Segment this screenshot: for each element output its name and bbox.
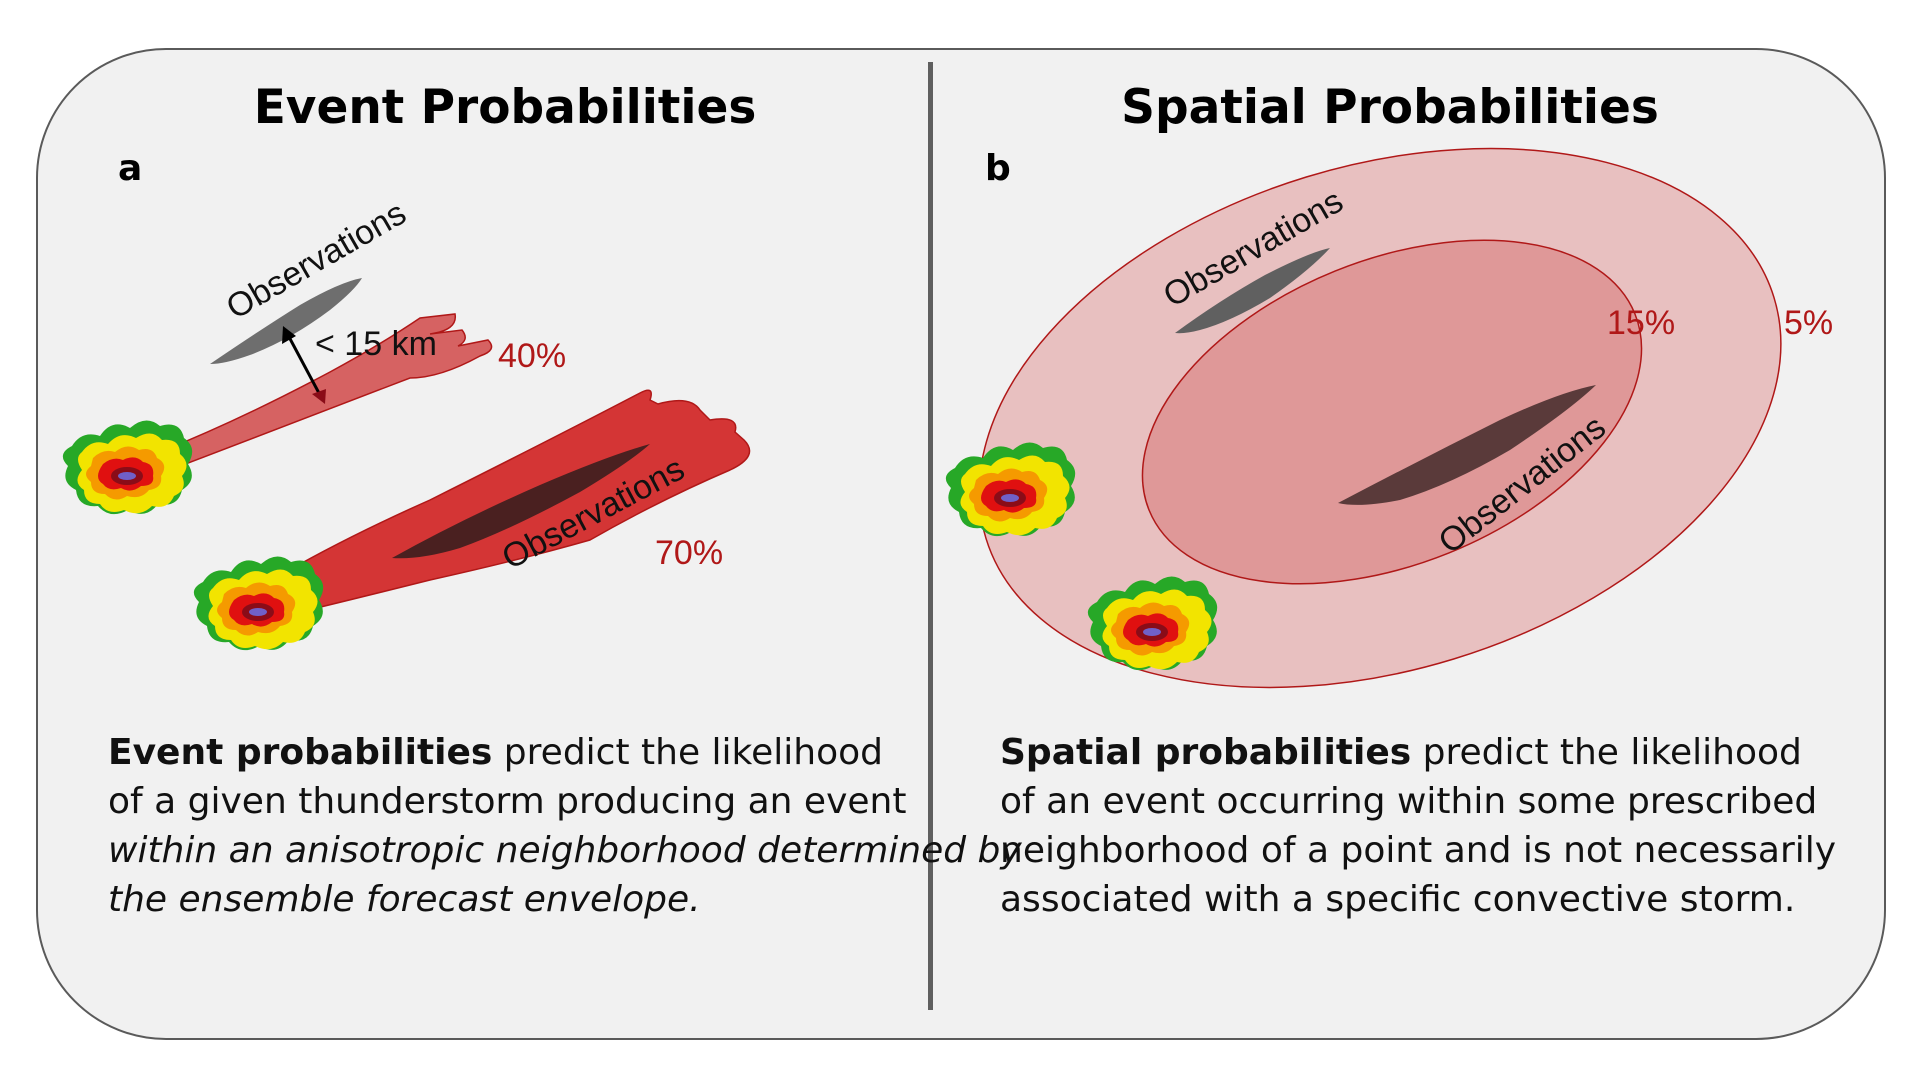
right-desc-line-3: neighborhood of a point and is not neces…	[1000, 830, 1837, 871]
right-desc-line-4: associated with a specific convective st…	[1000, 879, 1796, 920]
left-desc-bold: Event probabilities	[108, 732, 493, 773]
right-desc-bold: Spatial probabilities	[1000, 732, 1412, 773]
left-description: Event probabilities predict the likeliho…	[108, 728, 1022, 924]
left-desc-line-1-rest: predict the likelihood	[492, 732, 883, 773]
distance-label: < 15 km	[315, 325, 437, 363]
inner-ellipse-15-percent	[1141, 239, 1643, 585]
pct-label-15: 15%	[1607, 304, 1675, 342]
panel-label-b: b	[985, 148, 1011, 189]
pct-label-70: 70%	[655, 534, 723, 572]
left-desc-line-2: of a given thunderstorm producing an eve…	[108, 781, 907, 822]
arrowhead-top-icon	[282, 326, 296, 344]
left-desc-italic-3: within an anisotropic neighborhood deter…	[108, 830, 1022, 871]
observation-shape-right-lower	[1338, 385, 1596, 505]
left-desc-italic-4: the ensemble forecast envelope.	[108, 879, 701, 920]
distance-arrow	[286, 334, 322, 396]
right-desc-line-1: Spatial probabilities predict the likeli…	[1000, 728, 1820, 777]
right-description: Spatial probabilities predict the likeli…	[1000, 728, 1837, 924]
left-title: Event Probabilities	[253, 80, 757, 135]
observation-shape-upper	[210, 278, 362, 364]
arrowhead-bottom-icon	[312, 389, 326, 404]
right-title: Spatial Probabilities	[1121, 80, 1659, 135]
left-desc-line-3: within an anisotropic neighborhood deter…	[108, 826, 1022, 875]
observation-shape-right-upper	[1175, 248, 1330, 334]
pct-label-40: 40%	[498, 337, 566, 375]
panel-divider	[928, 62, 933, 1010]
panel-label-a: a	[118, 148, 143, 189]
observation-shape-lower	[392, 444, 650, 559]
right-desc-line-2: of an event occurring within some prescr…	[1000, 781, 1818, 822]
left-desc-line-1: Event probabilities predict the likeliho…	[108, 728, 928, 777]
pct-label-5: 5%	[1784, 304, 1833, 342]
storm-cell-right-upper	[945, 442, 1076, 537]
storm-cell-lower-left	[193, 556, 324, 651]
left-desc-line-4: the ensemble forecast envelope.	[108, 875, 928, 924]
right-desc-line-1-rest: predict the likelihood	[1411, 732, 1802, 773]
storm-cell-upper-left	[62, 420, 193, 515]
